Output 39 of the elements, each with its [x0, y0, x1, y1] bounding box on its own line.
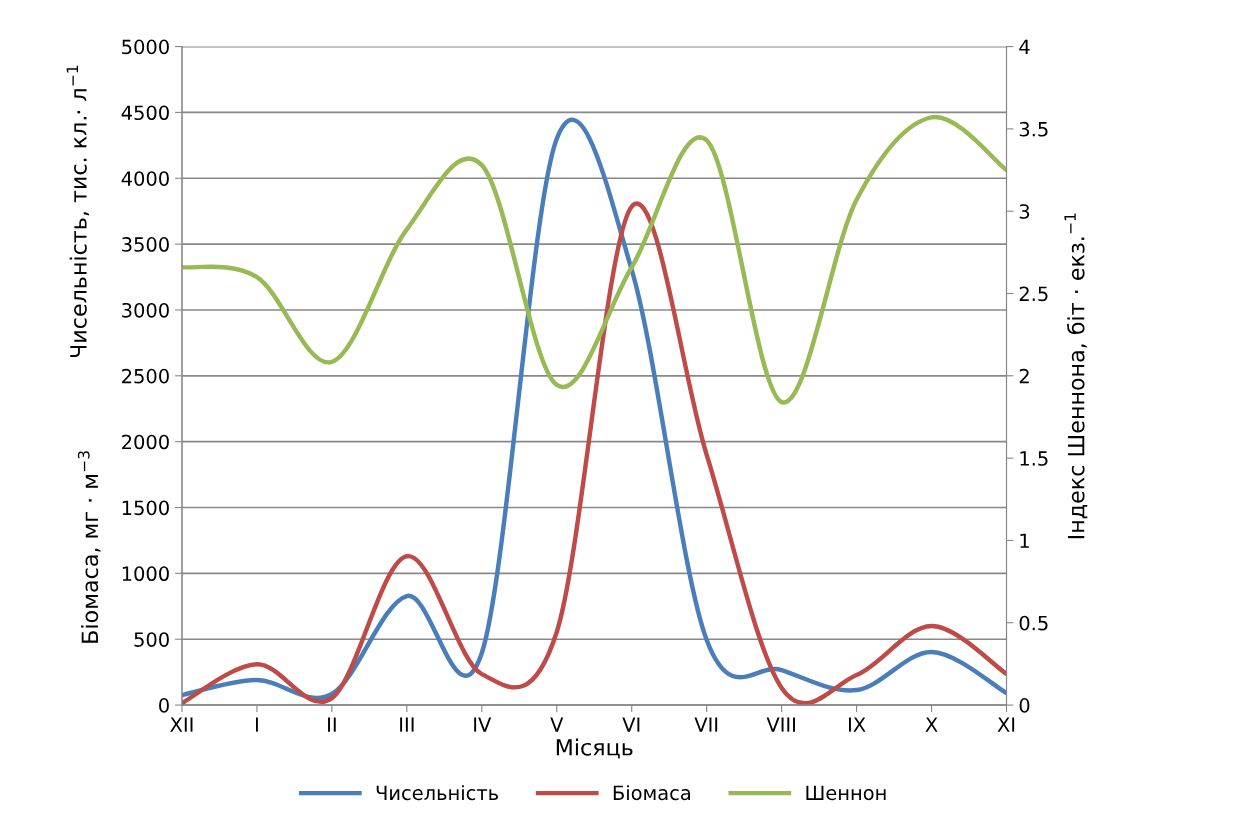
y-axis-title: Чисельність, тис. кл.· л$^{−1}$ — [66, 65, 90, 358]
y-tick-label: 2500 — [122, 368, 169, 384]
y-tick-label: 4500 — [121, 105, 169, 121]
y-tick-label: 1500 — [122, 500, 169, 516]
y2-tick-label: 3 — [1019, 204, 1030, 219]
x-tick-label: IV — [474, 717, 492, 732]
y2-axis-title: Індекс Шеннона, біт · екз.$^{−1}$ — [1064, 213, 1088, 539]
y-tick-label: 3500 — [122, 237, 169, 252]
y2-tick-label: 1 — [1020, 533, 1029, 548]
y-tick-label: 0 — [159, 698, 169, 713]
y2-tick-label: 2.5 — [1019, 286, 1048, 302]
y2-tick-label: 0 — [1019, 698, 1030, 713]
y2-tick-label: 0.5 — [1019, 615, 1048, 631]
x-tick-label: VI — [622, 717, 640, 732]
legend-label: Біомаса — [613, 785, 690, 801]
y2-tick-label: 1.5 — [1020, 451, 1048, 466]
x-axis-title: Місяць — [556, 738, 633, 759]
x-tick-label: X — [925, 717, 938, 732]
x-tick-label: XII — [170, 717, 193, 732]
y-tick-label: 1000 — [122, 566, 169, 582]
y-tick-label: 500 — [134, 632, 169, 647]
x-tick-label: I — [255, 717, 258, 732]
legend-label: Чисельність — [376, 785, 498, 801]
x-tick-label: VII — [694, 717, 718, 732]
text: Біомаса, мг · м$^{−3}$ — [77, 451, 101, 643]
x-tick-label: XI — [997, 717, 1015, 732]
y2-tick-label: 2 — [1019, 368, 1029, 384]
x-tick-label: II — [328, 717, 336, 732]
y-tick-label: 5000 — [122, 39, 169, 55]
y-tick-label: 3000 — [122, 302, 169, 318]
y-tick-label: 2000 — [122, 434, 169, 450]
x-tick-label: III — [400, 717, 414, 732]
x-tick-label: IX — [848, 717, 866, 732]
x-tick-label: VIII — [766, 717, 795, 732]
legend-label: Шеннон — [806, 785, 886, 801]
y2-tick-label: 4 — [1019, 39, 1030, 54]
y-tick-label: 4000 — [121, 171, 169, 186]
y2-tick-label: 3.5 — [1019, 121, 1048, 137]
x-tick-label: V — [550, 717, 564, 732]
